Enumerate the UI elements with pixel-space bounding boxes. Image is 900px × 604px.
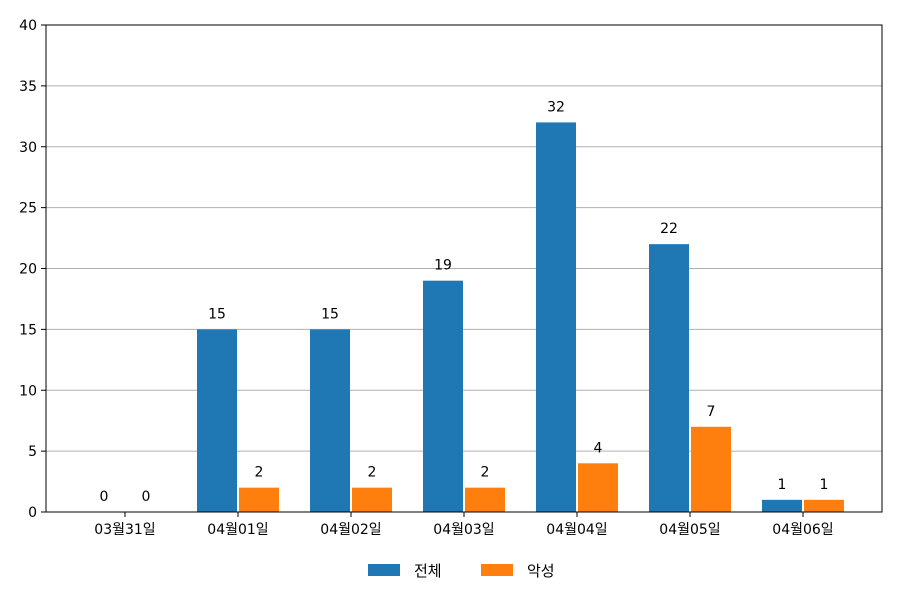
y-tick-label: 0: [28, 505, 37, 521]
bar-value-label: 19: [434, 258, 452, 274]
bar-total: [423, 280, 463, 512]
bar-total: [762, 499, 802, 512]
bar-total: [197, 329, 237, 512]
x-tick-label: 04월05일: [659, 522, 720, 538]
legend: 전체 악성: [368, 562, 555, 580]
bar-value-label: 7: [707, 404, 716, 420]
legend-label: 전체: [414, 562, 442, 580]
bar-value-label: 1: [778, 477, 787, 493]
bar-value-label: 2: [481, 465, 490, 481]
bar-value-label: 15: [208, 306, 226, 322]
bar-value-label: 2: [368, 465, 377, 481]
bar-value-label: 22: [660, 221, 678, 237]
x-axis-ticks: 03월31일 04월01일 04월02일 04월03일 04월04일 04월05일 04월0…: [94, 512, 834, 538]
x-tick-label: 04월01일: [207, 522, 268, 538]
y-tick-label: 25: [19, 201, 37, 217]
bar-value-label: 2: [255, 465, 264, 481]
bar-malicious: [352, 487, 392, 512]
y-tick-label: 20: [19, 262, 37, 278]
bars: [197, 122, 844, 513]
x-tick-label: 03월31일: [94, 522, 155, 538]
x-tick-label: 04월02일: [320, 522, 381, 538]
bar-value-label: 32: [547, 99, 565, 115]
bar-value-label: 1: [820, 477, 829, 493]
bar-malicious: [578, 463, 618, 512]
y-tick-label: 35: [19, 79, 37, 95]
bar-value-label: 15: [321, 306, 339, 322]
bar-total: [536, 122, 576, 513]
legend-swatch: [368, 564, 400, 576]
bar-total: [310, 329, 350, 512]
x-tick-label: 04월03일: [433, 522, 494, 538]
bar-malicious: [691, 426, 731, 512]
bar-value-label: 0: [100, 489, 109, 505]
y-tick-label: 40: [19, 18, 37, 34]
bar-value-label: 4: [594, 440, 603, 456]
data-labels: 0 0 15 2 15 2 19 2 32 4 22 7 1 1: [100, 99, 829, 505]
y-tick-label: 5: [28, 444, 37, 460]
bar-malicious: [804, 499, 844, 512]
y-tick-label: 15: [19, 322, 37, 338]
legend-label: 악성: [527, 562, 555, 580]
x-tick-label: 04월04일: [546, 522, 607, 538]
legend-swatch: [481, 564, 513, 576]
x-tick-label: 04월06일: [772, 522, 833, 538]
bar-value-label: 0: [142, 489, 151, 505]
bar-malicious: [465, 487, 505, 512]
gridlines: [46, 85, 882, 452]
y-axis-ticks: 0 5 10 15 20 25 30 35 40: [19, 18, 46, 521]
bar-total: [649, 244, 689, 512]
bar-malicious: [239, 487, 279, 512]
y-tick-label: 10: [19, 383, 37, 399]
y-tick-label: 30: [19, 140, 37, 156]
